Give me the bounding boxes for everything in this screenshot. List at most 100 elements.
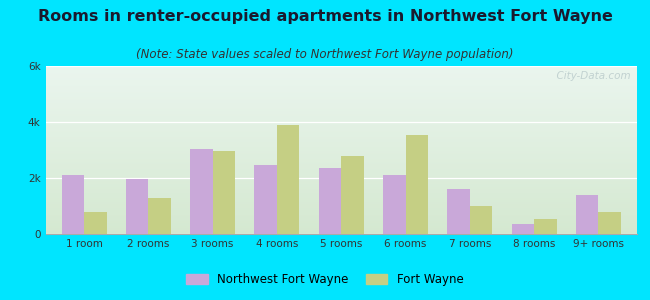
Bar [46, 100, 637, 101]
Bar [46, 110, 637, 111]
Bar [46, 82, 637, 83]
Bar [46, 198, 637, 199]
Bar [46, 217, 637, 218]
Bar [46, 97, 637, 98]
Bar [46, 224, 637, 225]
Bar [46, 199, 637, 200]
Bar [46, 233, 637, 234]
Bar [46, 200, 637, 201]
Bar [46, 178, 637, 179]
Bar [46, 188, 637, 189]
Bar [46, 165, 637, 166]
Bar [46, 69, 637, 70]
Bar [46, 75, 637, 76]
Bar [46, 195, 637, 196]
Bar [46, 190, 637, 191]
Bar [46, 76, 637, 77]
Bar [46, 157, 637, 158]
Bar [46, 191, 637, 192]
Bar [46, 167, 637, 168]
Bar [46, 88, 637, 89]
Bar [46, 130, 637, 131]
Bar [46, 143, 637, 144]
Bar [46, 179, 637, 180]
Bar [84, 212, 107, 234]
Bar [46, 108, 637, 109]
Bar [46, 129, 637, 130]
Bar [46, 135, 637, 136]
Bar [46, 176, 637, 177]
Bar [46, 122, 637, 123]
Bar [46, 118, 637, 119]
Bar [46, 96, 637, 97]
Bar [46, 173, 637, 174]
Bar [46, 150, 637, 151]
Bar [46, 111, 637, 112]
Bar [46, 226, 637, 227]
Bar [46, 66, 637, 67]
Bar [46, 133, 637, 134]
Bar [46, 117, 637, 118]
Bar [46, 223, 637, 224]
Bar [318, 168, 341, 234]
Bar [46, 159, 637, 160]
Bar [46, 134, 637, 135]
Bar [46, 232, 637, 233]
Bar [46, 132, 637, 133]
Bar [46, 83, 637, 84]
Bar [46, 211, 637, 212]
Bar [341, 156, 364, 234]
Bar [46, 202, 637, 203]
Bar [46, 205, 637, 206]
Bar [46, 127, 637, 128]
Bar [46, 164, 637, 165]
Bar [46, 209, 637, 210]
Bar [254, 165, 277, 234]
Bar [46, 67, 637, 68]
Bar [46, 162, 637, 163]
Bar [46, 144, 637, 145]
Bar [512, 224, 534, 234]
Bar [126, 179, 148, 234]
Bar [46, 218, 637, 219]
Bar [46, 187, 637, 188]
Bar [46, 71, 637, 72]
Bar [46, 95, 637, 96]
Bar [46, 99, 637, 100]
Text: Rooms in renter-occupied apartments in Northwest Fort Wayne: Rooms in renter-occupied apartments in N… [38, 9, 612, 24]
Bar [46, 153, 637, 154]
Bar [46, 155, 637, 156]
Bar [46, 222, 637, 223]
Bar [46, 139, 637, 140]
Bar [46, 151, 637, 152]
Bar [46, 137, 637, 138]
Bar [46, 174, 637, 175]
Bar [46, 101, 637, 102]
Bar [46, 214, 637, 215]
Bar [46, 220, 637, 221]
Bar [46, 212, 637, 213]
Bar [46, 85, 637, 86]
Bar [46, 177, 637, 178]
Bar [46, 140, 637, 141]
Bar [46, 102, 637, 103]
Bar [46, 123, 637, 124]
Bar [46, 120, 637, 121]
Bar [46, 119, 637, 120]
Bar [46, 121, 637, 122]
Bar [46, 141, 637, 142]
Bar [46, 106, 637, 107]
Bar [62, 175, 84, 234]
Bar [46, 72, 637, 73]
Bar [46, 104, 637, 105]
Bar [46, 156, 637, 157]
Bar [46, 221, 637, 222]
Bar [46, 168, 637, 169]
Bar [46, 160, 637, 161]
Bar [46, 182, 637, 183]
Bar [46, 230, 637, 231]
Bar [46, 145, 637, 146]
Bar [46, 81, 637, 82]
Bar [46, 203, 637, 204]
Text: (Note: State values scaled to Northwest Fort Wayne population): (Note: State values scaled to Northwest … [136, 48, 514, 61]
